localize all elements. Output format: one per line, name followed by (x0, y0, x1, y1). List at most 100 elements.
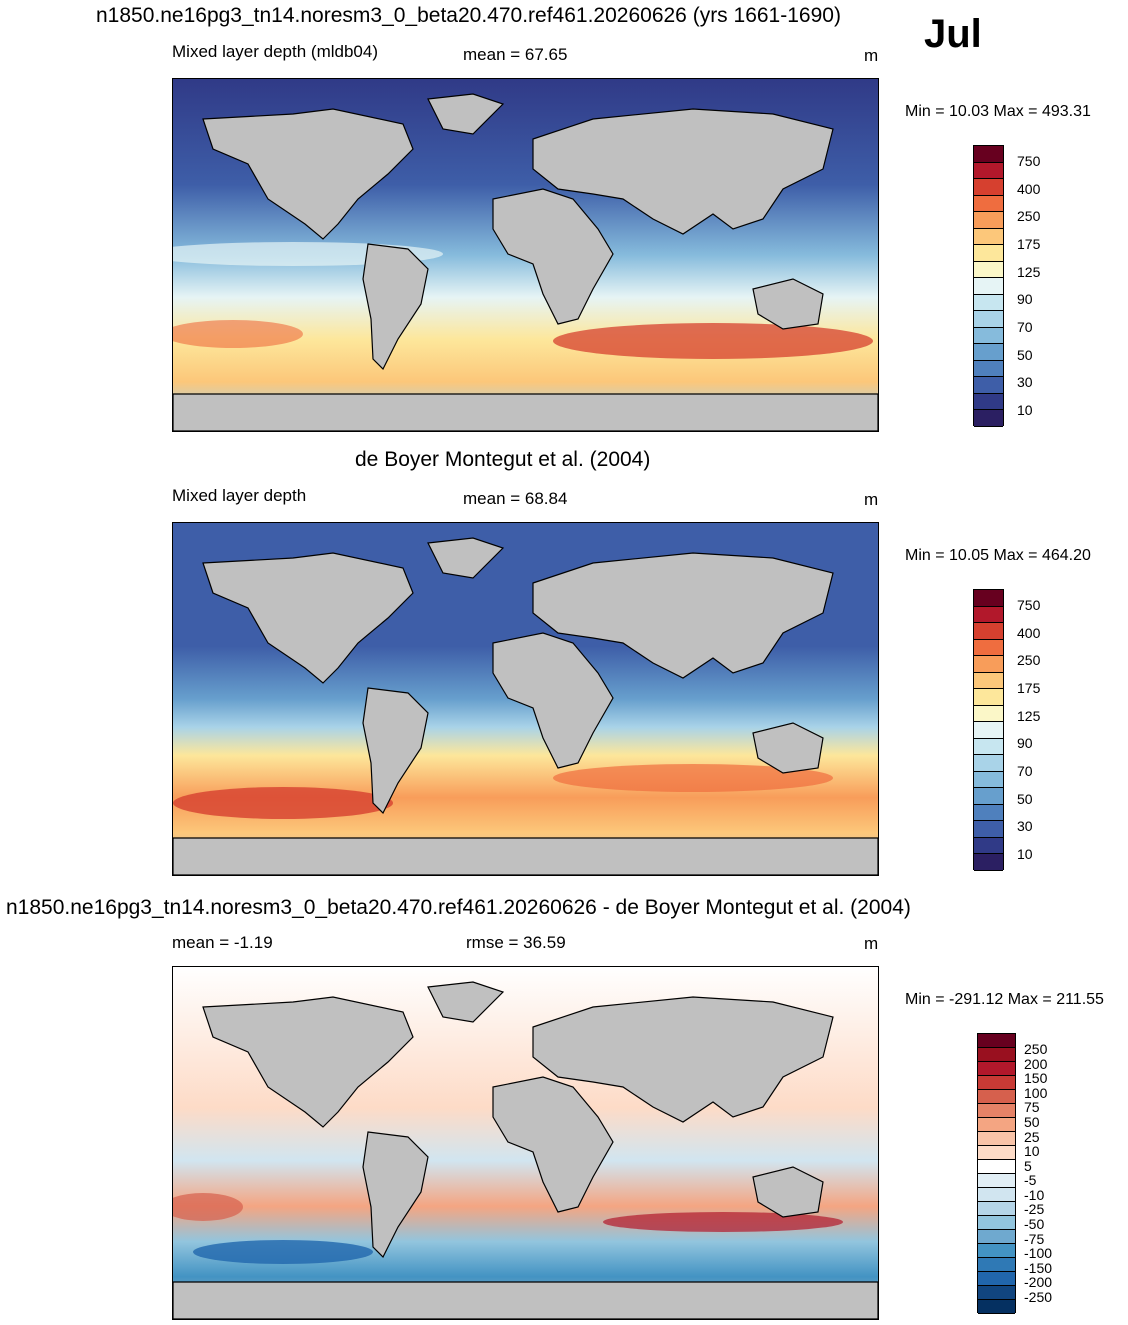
colorbar-swatch (974, 821, 1003, 838)
colorbar-swatch (974, 294, 1003, 312)
colorbar-tick-label: 100 (1024, 1084, 1048, 1101)
colorbar-tick-label: 175 (1017, 680, 1041, 696)
colorbar-swatch (974, 705, 1003, 723)
colorbar-tick-label: 75 (1024, 1099, 1040, 1116)
colorbar-swatch (978, 1132, 1015, 1146)
colorbar-swatch (978, 1034, 1015, 1048)
colorbar-swatch (978, 1146, 1015, 1160)
panel2-continents (173, 537, 878, 875)
colorbar-tick-label: 750 (1017, 597, 1041, 613)
colorbar-swatch (978, 1300, 1015, 1314)
colorbar-swatch (974, 606, 1003, 624)
colorbar-tick-label: 175 (1017, 236, 1041, 252)
colorbar-swatch (978, 1062, 1015, 1076)
colorbar-tick-label: 125 (1017, 263, 1041, 280)
colorbar-swatch (978, 1244, 1015, 1258)
panel2-map-svg (173, 523, 878, 875)
colorbar-swatch (974, 656, 1003, 673)
colorbar-tick-label: 10 (1017, 402, 1033, 418)
colorbar-tick-label: 5 (1024, 1157, 1032, 1174)
colorbar-swatch (974, 195, 1003, 213)
panel3-colorbar: 250 200 150 100 75 50 25 10 5 -5 -10 -25 -50 -75 -100-… (977, 1033, 1052, 1315)
colorbar-tick-label: 50 (1017, 346, 1033, 363)
colorbar-tick-label: 70 (1017, 319, 1033, 335)
colorbar-swatch (974, 738, 1003, 756)
colorbar-tick-label: -5 (1024, 1172, 1037, 1189)
colorbar-swatch (978, 1104, 1015, 1118)
colorbar-tick-label: -75 (1024, 1230, 1045, 1247)
panel2-colorbar: 750 400 250 175 125 90 70 50 30 10 (973, 589, 1040, 871)
colorbar-swatch (974, 672, 1003, 690)
panel3-minmax: Min = -291.12 Max = 211.55 (905, 991, 1104, 1008)
colorbar-swatch (974, 804, 1003, 822)
panel2-southern-maximum-east (553, 764, 833, 792)
colorbar-swatch (978, 1174, 1015, 1188)
panel1-colorbar: 750 400 250 175 125 90 70 50 30 10 (973, 145, 1040, 427)
colorbar-swatch (978, 1272, 1015, 1286)
colorbar-tick-label: 70 (1017, 763, 1033, 779)
colorbar-swatch (974, 722, 1003, 739)
panel2-variable-label: Mixed layer depth (172, 486, 307, 505)
colorbar-swatch (974, 771, 1003, 789)
colorbar-swatch (974, 146, 1003, 163)
colorbar-swatch (974, 689, 1003, 706)
colorbar-swatch (974, 639, 1003, 657)
panel1-colorbar-boxes (973, 145, 1004, 427)
colorbar-swatch (974, 854, 1003, 871)
panel2-southern-maximum-west (173, 787, 393, 819)
colorbar-tick-label: 125 (1017, 707, 1041, 724)
colorbar-tick-label: 50 (1017, 790, 1033, 807)
colorbar-swatch (978, 1160, 1015, 1174)
colorbar-swatch (978, 1188, 1015, 1202)
panel1-variable-label: Mixed layer depth (mldb04) (172, 42, 378, 61)
colorbar-tick-label: -10 (1024, 1186, 1045, 1203)
colorbar-tick-label: 90 (1017, 735, 1033, 752)
colorbar-swatch (974, 837, 1003, 855)
panel2-unit-label: m (864, 490, 879, 509)
panel3-positive-anomaly (603, 1212, 843, 1232)
panel2-colorbar-boxes (973, 589, 1004, 871)
colorbar-swatch (974, 245, 1003, 262)
colorbar-swatch (974, 228, 1003, 246)
panel3-mean-label: mean = -1.19 (172, 933, 273, 952)
colorbar-tick-label: 400 (1017, 624, 1041, 641)
panel3-east-pacific-anomaly (173, 1193, 243, 1221)
colorbar-swatch (974, 377, 1003, 394)
colorbar-tick-label: 250 (1017, 208, 1041, 225)
colorbar-tick-label: 10 (1017, 846, 1033, 862)
colorbar-swatch (974, 344, 1003, 361)
colorbar-swatch (974, 360, 1003, 378)
colorbar-tick-label: 25 (1024, 1128, 1040, 1145)
panel1-mean-label: mean = 67.65 (463, 45, 568, 64)
colorbar-swatch (978, 1076, 1015, 1090)
colorbar-tick-label: 250 (1024, 1041, 1048, 1057)
colorbar-tick-label: -150 (1024, 1259, 1053, 1276)
panel1-southeast-pacific-maximum (173, 320, 303, 348)
colorbar-swatch (974, 261, 1003, 279)
colorbar-swatch (978, 1230, 1015, 1244)
colorbar-swatch (974, 393, 1003, 411)
colorbar-tick-label: -250 (1024, 1289, 1053, 1305)
colorbar-swatch (978, 1216, 1015, 1230)
colorbar-tick-label: 50 (1024, 1113, 1040, 1130)
panel3-continents (173, 981, 878, 1319)
colorbar-swatch (978, 1118, 1015, 1132)
colorbar-swatch (974, 179, 1003, 196)
colorbar-swatch (978, 1048, 1015, 1062)
panel2-map (172, 522, 879, 876)
colorbar-swatch (978, 1258, 1015, 1272)
colorbar-tick-label: 10 (1024, 1143, 1040, 1160)
month-label: Jul (924, 12, 982, 56)
colorbar-tick-label: 200 (1024, 1055, 1048, 1072)
colorbar-swatch (974, 410, 1003, 427)
panel1-minmax: Min = 10.03 Max = 493.31 (905, 103, 1091, 120)
colorbar-swatch (974, 788, 1003, 805)
colorbar-tick-label: 250 (1017, 652, 1041, 669)
colorbar-swatch (978, 1090, 1015, 1104)
colorbar-tick-label: 30 (1017, 374, 1033, 391)
panel1-map (172, 78, 879, 432)
panel3-rmse-label: rmse = 36.59 (466, 933, 566, 952)
panel1-continents (173, 93, 878, 431)
panel1-southern-maximum (553, 323, 873, 359)
panel2-mean-label: mean = 68.84 (463, 489, 568, 508)
